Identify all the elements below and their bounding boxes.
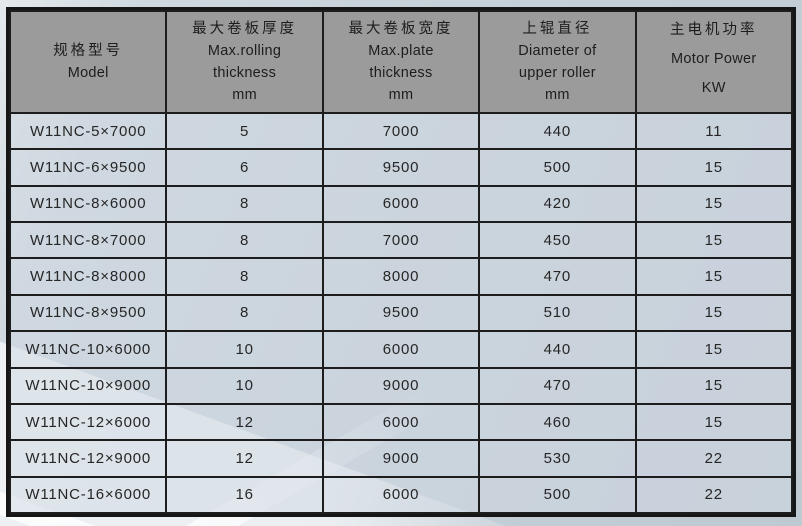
cell-model: W11NC-8×9500 (8, 293, 168, 333)
table-row: W11NC-16×6000 16 6000 500 22 (8, 475, 794, 515)
cell-model: W11NC-8×8000 (8, 257, 168, 296)
cell-model: W11NC-10×9000 (8, 366, 168, 405)
cell-motor-power: 11 (634, 111, 794, 151)
cell-motor-power: 15 (634, 221, 794, 260)
cell-max-plate-width: 6000 (321, 184, 481, 224)
cell-motor-power: 15 (634, 257, 794, 296)
cell-upper-roller-diameter: 500 (478, 475, 637, 515)
cell-model: W11NC-8×7000 (8, 221, 168, 260)
cell-upper-roller-diameter: 500 (478, 148, 637, 187)
cell-max-rolling-thickness: 8 (165, 293, 324, 333)
table-header-row: 规格型号 Model 最大卷板厚度 Max.rolling thickness mm 最大卷… (8, 10, 794, 114)
table-row: W11NC-10×6000 10 6000 440 15 (8, 330, 794, 369)
table-row: W11NC-8×9500 8 9500 510 15 (8, 293, 794, 333)
cell-max-rolling-thickness: 8 (165, 221, 324, 260)
table-row: W11NC-12×6000 12 6000 460 15 (8, 402, 794, 442)
cell-upper-roller-diameter: 470 (478, 257, 637, 296)
header-label-en: KW (701, 79, 726, 96)
header-label-zh: 最大卷板宽度 (348, 21, 454, 37)
cell-model: W11NC-5×7000 (8, 111, 168, 151)
cell-max-plate-width: 9000 (321, 439, 481, 478)
cell-max-plate-width: 6000 (321, 330, 481, 369)
cell-max-rolling-thickness: 8 (165, 257, 324, 296)
cell-model: W11NC-6×9500 (8, 148, 168, 187)
header-label-en: Model (67, 65, 109, 81)
cell-motor-power: 15 (634, 184, 794, 224)
table-row: W11NC-8×7000 8 7000 450 15 (8, 221, 794, 260)
header-label-en: mm (232, 87, 257, 103)
cell-motor-power: 15 (634, 330, 794, 369)
header-label-en: thickness (369, 65, 433, 81)
cell-upper-roller-diameter: 450 (478, 221, 637, 260)
cell-max-plate-width: 7000 (321, 111, 481, 151)
cell-model: W11NC-16×6000 (8, 475, 168, 515)
cell-motor-power: 15 (634, 366, 794, 405)
cell-max-rolling-thickness: 10 (165, 366, 324, 405)
table-row: W11NC-8×6000 8 6000 420 15 (8, 184, 794, 224)
cell-max-rolling-thickness: 6 (165, 148, 324, 187)
cell-max-plate-width: 8000 (321, 257, 481, 296)
cell-max-rolling-thickness: 8 (165, 184, 324, 224)
header-label-zh: 规格型号 (53, 43, 124, 59)
cell-max-plate-width: 9500 (321, 293, 481, 333)
column-header-max-rolling-thickness: 最大卷板厚度 Max.rolling thickness mm (165, 10, 324, 114)
cell-max-rolling-thickness: 10 (165, 330, 324, 369)
cell-max-rolling-thickness: 5 (165, 111, 324, 151)
table-row: W11NC-6×9500 6 9500 500 15 (8, 148, 794, 187)
column-header-max-plate-width: 最大卷板宽度 Max.plate thickness mm (321, 10, 481, 114)
cell-max-rolling-thickness: 12 (165, 402, 324, 442)
table-row: W11NC-10×9000 10 9000 470 15 (8, 366, 794, 405)
cell-upper-roller-diameter: 470 (478, 366, 637, 405)
cell-motor-power: 22 (634, 475, 794, 515)
spec-table: 规格型号 Model 最大卷板厚度 Max.rolling thickness mm 最大卷… (8, 10, 794, 515)
table-row: W11NC-8×8000 8 8000 470 15 (8, 257, 794, 296)
cell-motor-power: 15 (634, 402, 794, 442)
header-label-en: Diameter of (518, 43, 597, 59)
cell-model: W11NC-12×9000 (8, 439, 168, 478)
cell-upper-roller-diameter: 420 (478, 184, 637, 224)
header-label-en: Motor Power (671, 50, 757, 67)
header-label-zh: 最大卷板厚度 (192, 21, 298, 37)
header-label-zh: 主电机功率 (670, 21, 758, 38)
column-header-model: 规格型号 Model (8, 10, 168, 114)
cell-max-plate-width: 9500 (321, 148, 481, 187)
cell-upper-roller-diameter: 460 (478, 402, 637, 442)
header-label-en: mm (388, 87, 414, 103)
header-label-zh: 上辊直径 (522, 21, 593, 37)
header-label-en: Max.rolling (207, 43, 282, 59)
cell-max-plate-width: 9000 (321, 366, 481, 405)
specification-table: 规格型号 Model 最大卷板厚度 Max.rolling thickness mm 最大卷… (6, 7, 796, 517)
header-label-en: mm (544, 87, 570, 103)
table-row: W11NC-12×9000 12 9000 530 22 (8, 439, 794, 478)
cell-model: W11NC-8×6000 (8, 184, 168, 224)
cell-max-plate-width: 6000 (321, 475, 481, 515)
cell-upper-roller-diameter: 530 (478, 439, 637, 478)
cell-model: W11NC-12×6000 (8, 402, 168, 442)
table-row: W11NC-5×7000 5 7000 440 11 (8, 111, 794, 151)
cell-motor-power: 15 (634, 148, 794, 187)
cell-upper-roller-diameter: 440 (478, 111, 637, 151)
header-label-en: thickness (213, 65, 277, 81)
column-header-upper-roller-diameter: 上辊直径 Diameter of upper roller mm (478, 10, 637, 114)
cell-max-plate-width: 7000 (321, 221, 481, 260)
cell-max-plate-width: 6000 (321, 402, 481, 442)
cell-motor-power: 22 (634, 439, 794, 478)
header-label-en: upper roller (518, 65, 596, 81)
cell-max-rolling-thickness: 16 (165, 475, 324, 515)
cell-model: W11NC-10×6000 (8, 330, 168, 369)
cell-max-rolling-thickness: 12 (165, 439, 324, 478)
cell-motor-power: 15 (634, 293, 794, 333)
header-label-en: Max.plate (368, 43, 434, 59)
cell-upper-roller-diameter: 440 (478, 330, 637, 369)
cell-upper-roller-diameter: 510 (478, 293, 637, 333)
column-header-motor-power: 主电机功率 Motor Power KW (634, 10, 794, 114)
